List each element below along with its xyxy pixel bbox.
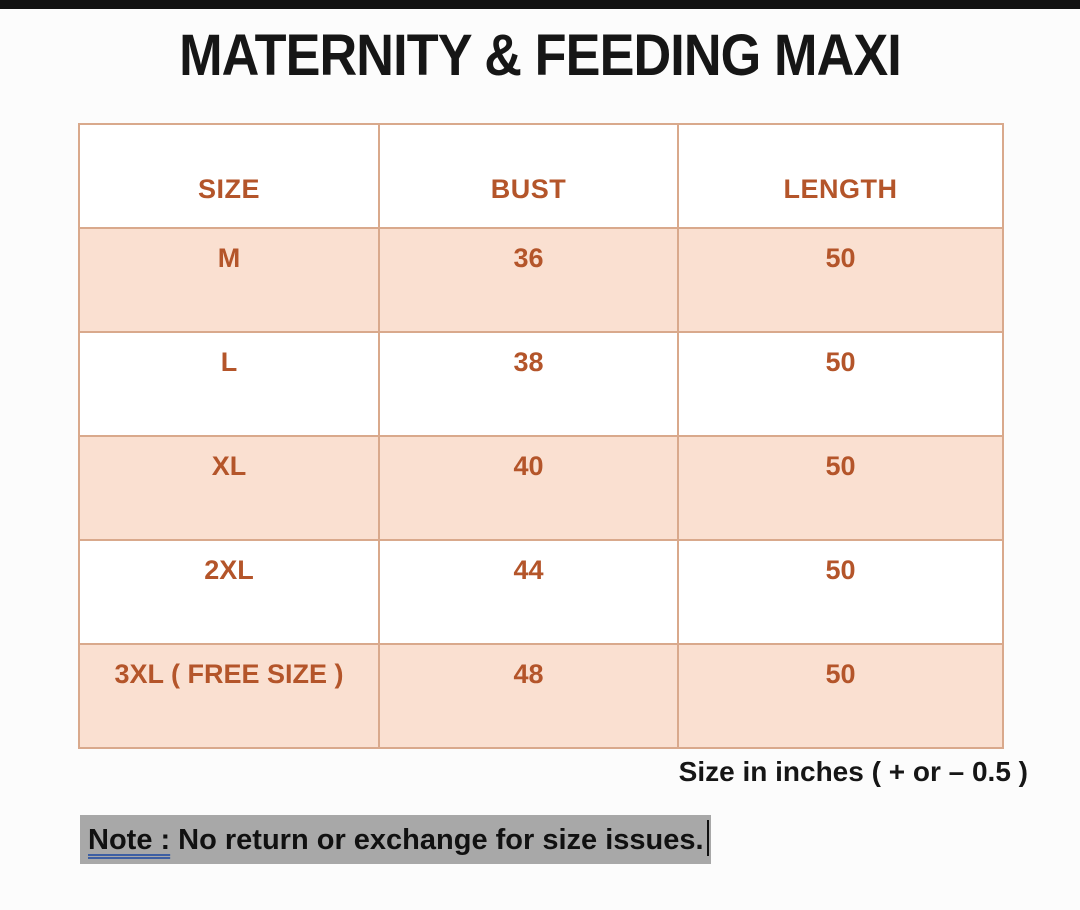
size-units-note: Size in inches ( + or – 0.5 ): [678, 755, 1028, 787]
header-row: SIZE BUST LENGTH: [78, 122, 1004, 229]
cell-size: 2XL: [78, 538, 380, 645]
cell-length: 50: [677, 538, 1004, 645]
column-header-length: LENGTH: [677, 122, 1004, 229]
cell-size: M: [78, 226, 380, 333]
cell-bust: 44: [378, 538, 679, 645]
cell-length: 50: [677, 226, 1004, 333]
table-row-l: L 38 50: [78, 330, 1004, 437]
note-banner[interactable]: Note : No return or exchange for size iss…: [80, 814, 711, 864]
cell-size: 3XL ( FREE SIZE ): [78, 642, 380, 749]
size-chart-table: SIZE BUST LENGTH M 36 50 L 38 50 XL 40 5…: [78, 122, 1004, 749]
table-row-2xl: 2XL 44 50: [78, 538, 1004, 645]
table-row-m: M 36 50: [78, 226, 1004, 333]
top-border-bar: [0, 0, 1080, 9]
cell-length: 50: [677, 642, 1004, 749]
cell-bust: 40: [378, 434, 679, 541]
note-text: No return or exchange for size issues.: [178, 823, 704, 856]
page-title: MATERNITY & FEEDING MAXI: [179, 23, 902, 88]
cell-size: L: [78, 330, 380, 437]
cell-length: 50: [677, 330, 1004, 437]
column-header-bust: BUST: [378, 122, 679, 229]
table-row-3xl: 3XL ( FREE SIZE ) 48 50: [78, 642, 1004, 749]
note-label: Note :: [88, 823, 171, 856]
cell-bust: 36: [378, 226, 679, 333]
table-row-xl: XL 40 50: [78, 434, 1004, 541]
cell-bust: 38: [378, 330, 679, 437]
cell-length: 50: [677, 434, 1004, 541]
cell-bust: 48: [378, 642, 679, 749]
text-cursor: [706, 819, 709, 856]
cell-size: XL: [78, 434, 380, 541]
column-header-size: SIZE: [78, 122, 380, 229]
